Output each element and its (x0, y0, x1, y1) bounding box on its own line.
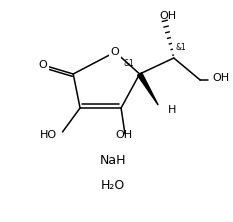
Polygon shape (137, 73, 158, 105)
Text: NaH: NaH (100, 153, 127, 166)
Text: H: H (168, 105, 176, 115)
Text: &1: &1 (176, 44, 186, 52)
Text: O: O (111, 47, 120, 57)
Text: OH: OH (115, 130, 132, 140)
Text: H₂O: H₂O (101, 178, 125, 192)
Text: OH: OH (213, 73, 230, 83)
Text: OH: OH (159, 11, 177, 21)
Text: &1: &1 (123, 59, 134, 69)
Text: O: O (39, 60, 47, 70)
Text: HO: HO (40, 130, 57, 140)
